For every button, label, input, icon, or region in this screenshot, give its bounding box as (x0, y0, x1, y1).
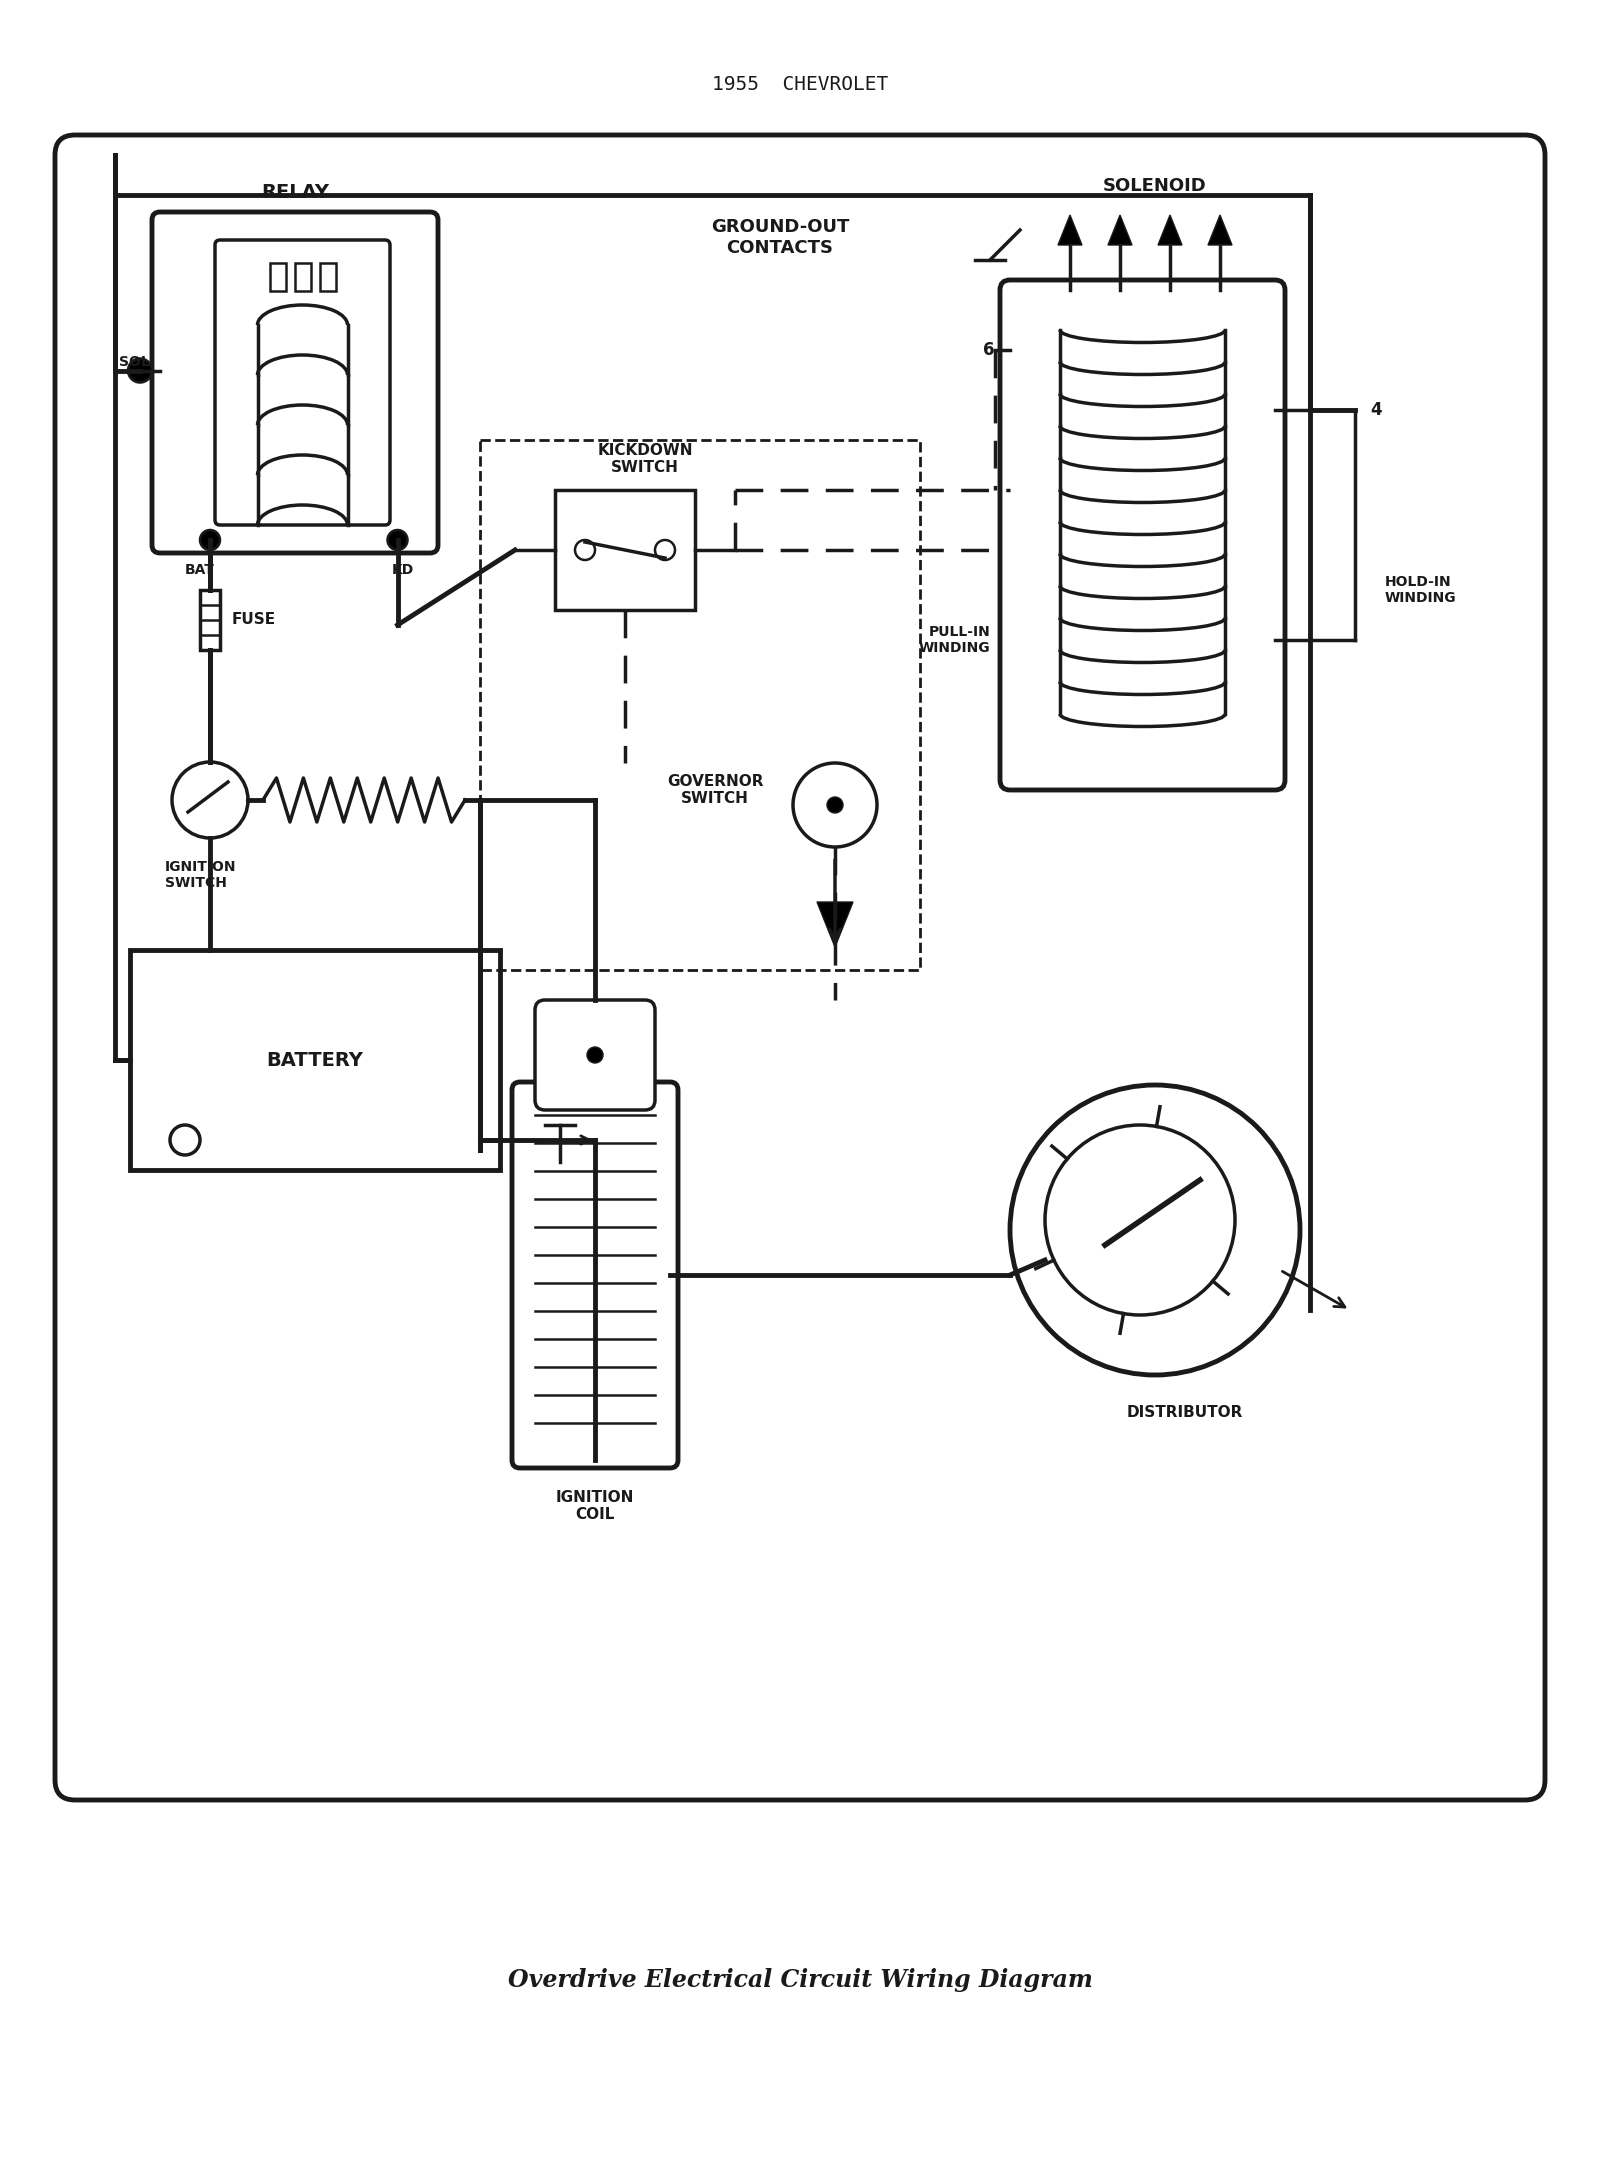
Circle shape (128, 359, 152, 383)
Text: BATTERY: BATTERY (267, 1050, 363, 1069)
Text: KICKDOWN
SWITCH: KICKDOWN SWITCH (597, 444, 693, 476)
Circle shape (200, 530, 221, 550)
Circle shape (173, 762, 248, 837)
Polygon shape (1058, 214, 1082, 245)
Circle shape (587, 1047, 603, 1063)
Text: SOLENOID: SOLENOID (1102, 177, 1206, 195)
Text: GOVERNOR
SWITCH: GOVERNOR SWITCH (667, 775, 763, 807)
Text: 6: 6 (984, 342, 995, 359)
Circle shape (574, 541, 595, 560)
Text: DISTRIBUTOR: DISTRIBUTOR (1126, 1404, 1243, 1420)
Text: IGNITION
SWITCH: IGNITION SWITCH (165, 859, 237, 889)
Bar (200, 591, 221, 649)
Text: PULL-IN
WINDING: PULL-IN WINDING (918, 625, 990, 656)
Text: IGNITION
COIL: IGNITION COIL (555, 1491, 634, 1523)
Text: 1955  CHEVROLET: 1955 CHEVROLET (712, 76, 888, 95)
FancyBboxPatch shape (214, 240, 390, 526)
Circle shape (794, 764, 877, 846)
Circle shape (170, 1125, 200, 1156)
Text: KD: KD (392, 563, 414, 578)
FancyBboxPatch shape (534, 1000, 654, 1110)
Circle shape (1010, 1084, 1299, 1374)
Polygon shape (1107, 214, 1133, 245)
Circle shape (1045, 1125, 1235, 1316)
Polygon shape (1208, 214, 1232, 245)
Bar (294, 264, 310, 290)
Text: FUSE: FUSE (232, 612, 277, 628)
Text: 4: 4 (1370, 400, 1382, 420)
FancyBboxPatch shape (152, 212, 438, 554)
Text: SOL: SOL (120, 355, 150, 370)
Circle shape (654, 541, 675, 560)
Circle shape (387, 530, 408, 550)
Text: Overdrive Electrical Circuit Wiring Diagram: Overdrive Electrical Circuit Wiring Diag… (507, 1967, 1093, 1993)
Text: RELAY: RELAY (261, 184, 330, 201)
Bar (130, 950, 499, 1171)
Bar (555, 489, 694, 610)
Text: GROUND-OUT
CONTACTS: GROUND-OUT CONTACTS (710, 219, 850, 258)
FancyBboxPatch shape (512, 1082, 678, 1467)
Circle shape (827, 796, 843, 814)
Polygon shape (1158, 214, 1182, 245)
Bar (269, 264, 285, 290)
Bar (480, 439, 920, 969)
Polygon shape (818, 902, 853, 948)
Text: HOLD-IN
WINDING: HOLD-IN WINDING (1386, 576, 1456, 606)
Text: BAT: BAT (186, 563, 214, 578)
FancyBboxPatch shape (1000, 279, 1285, 790)
Bar (320, 264, 336, 290)
